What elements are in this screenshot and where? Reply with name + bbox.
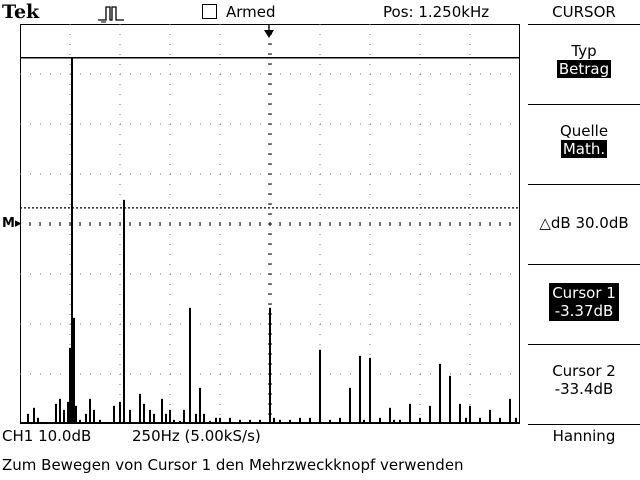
trigger-pulse-icon [98, 6, 124, 23]
marker-arrow-icon: ▸ [14, 216, 22, 231]
delta-readout: △dB 30.0dB [539, 214, 629, 232]
brand-logo: Tek [2, 1, 40, 23]
armed-checkbox-icon [202, 4, 217, 19]
menu-divider [528, 24, 640, 25]
menu-delta: △dB 30.0dB [528, 214, 640, 232]
menu-cursor-1[interactable]: Cursor 1 -3.37dB [528, 283, 640, 321]
cursor-2-label: Cursor 2 [552, 362, 616, 380]
menu-title: CURSOR [552, 3, 616, 21]
fft-window: Hanning [552, 427, 616, 445]
spectrum-bars [20, 57, 520, 424]
frequency-scale: 250Hz (5.00kS/s) [132, 427, 261, 445]
math-reference-marker: M▸ [2, 216, 21, 231]
math-marker-label: M [2, 216, 15, 231]
waveform-display[interactable] [20, 24, 520, 424]
menu-divider [528, 264, 640, 265]
cursor-2-value: -33.4dB [554, 380, 614, 398]
menu-divider [528, 104, 640, 105]
type-label: Typ [571, 42, 597, 60]
menu-divider [528, 184, 640, 185]
type-value: Betrag [556, 60, 612, 78]
source-value: Math. [560, 140, 608, 158]
cursor-1-label: Cursor 1 [552, 284, 616, 302]
trigger-position-icon [264, 24, 274, 38]
cursor-1-value: -3.37dB [554, 302, 614, 320]
menu-source[interactable]: Quelle Math. [528, 122, 640, 158]
horizontal-position: Pos: 1.250kHz [383, 3, 490, 21]
menu-type[interactable]: Typ Betrag [528, 42, 640, 78]
menu-divider [528, 424, 640, 425]
menu-cursor-2[interactable]: Cursor 2 -33.4dB [528, 362, 640, 398]
help-message: Zum Bewegen von Cursor 1 den Mehrzweckkn… [2, 456, 464, 474]
source-label: Quelle [559, 122, 609, 140]
menu-divider [528, 344, 640, 345]
cursor-1-readout: Cursor 1 -3.37dB [549, 283, 619, 321]
trigger-status: Armed [226, 3, 276, 21]
channel-scale: CH1 10.0dB [2, 427, 92, 445]
